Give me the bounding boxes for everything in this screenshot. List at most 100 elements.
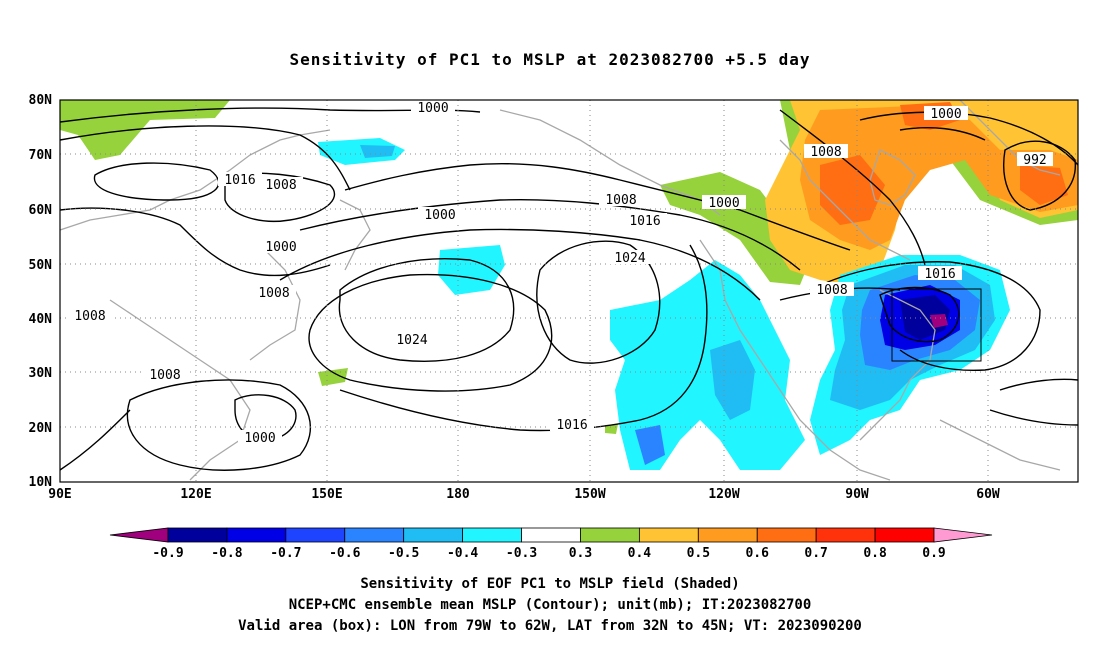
lon-label: 90E: [48, 487, 71, 502]
contour-label-text: 1008: [810, 145, 841, 160]
contour-label: 1000: [259, 239, 303, 255]
colorbar-swatch: [933, 527, 993, 543]
contour-label-text: 1016: [924, 267, 955, 282]
shading-layer: [60, 100, 1078, 470]
colorbar-swatch: [403, 527, 464, 543]
lat-label: 10N: [29, 475, 53, 490]
colorbar-swatch: [226, 527, 287, 543]
colorbar-swatch: [285, 527, 346, 543]
lon-label: 120E: [180, 487, 211, 502]
contour-label-text: 1024: [396, 333, 427, 348]
contour-label: 1008: [252, 285, 296, 301]
colorbar-swatch: [580, 527, 640, 543]
colorbar-swatch: [697, 527, 758, 543]
contour-label: 1008: [599, 192, 643, 208]
lon-label: 60W: [976, 487, 1000, 502]
colorbar-swatch: [756, 527, 817, 543]
lon-label: 150E: [311, 487, 342, 502]
caption-block: Sensitivity of EOF PC1 to MSLP field (Sh…: [0, 574, 1100, 637]
contour-label: 1016: [218, 172, 262, 188]
shade-cyan-north: [318, 138, 405, 165]
contour-label: 1008: [804, 144, 848, 160]
lat-label: 80N: [29, 93, 53, 108]
colorbar: -0.9 -0.8 -0.7 -0.6 -0.5 -0.4 -0.3 0.3 0.4 0.5 0.6…: [109, 527, 993, 561]
contour-label-text: 1008: [74, 309, 105, 324]
contour-label-text: 1000: [930, 107, 961, 122]
lon-axis: 90E 120E 150E 180 150W 120W 90W 60W: [48, 487, 1000, 502]
coastline-layer: [59, 99, 1061, 481]
colorbar-label: -0.4: [447, 546, 478, 561]
contour-label-text: 1000: [708, 196, 739, 211]
colorbar-label: 0.7: [804, 546, 827, 561]
contour-label-text: 1024: [614, 251, 645, 266]
lon-label: 90W: [845, 487, 869, 502]
colorbar-label: -0.7: [270, 546, 301, 561]
colorbar-label: -0.8: [211, 546, 242, 561]
contour-label: 992: [1017, 152, 1053, 168]
lon-label: 120W: [708, 487, 739, 502]
contour-label-text: 1008: [265, 178, 296, 193]
shade-magenta-core: [930, 314, 948, 328]
lat-label: 30N: [29, 366, 53, 381]
map-title: Sensitivity of PC1 to MSLP at 2023082700…: [289, 50, 811, 69]
colorbar-label: 0.6: [745, 546, 769, 561]
shade-blue-eastpac2: [635, 425, 665, 465]
shade-blue-eastpac1: [710, 340, 755, 420]
contour-label-text: 992: [1023, 153, 1046, 168]
colorbar-swatch: [344, 527, 405, 543]
caption-line-1: Sensitivity of EOF PC1 to MSLP field (Sh…: [360, 576, 740, 592]
contour-label-text: 1016: [629, 214, 660, 229]
contour-label: 1016: [550, 417, 594, 433]
lat-label: 70N: [29, 148, 53, 163]
colorbar-swatch: [874, 527, 935, 543]
colorbar-label: -0.3: [506, 546, 537, 561]
contour-label: 1000: [418, 207, 462, 223]
gridlines: [60, 100, 1078, 482]
colorbar-swatch: [167, 527, 228, 543]
contour-label: 1024: [608, 250, 652, 266]
contour-label: 1008: [259, 177, 303, 193]
colorbar-label: -0.9: [152, 546, 183, 561]
shade-green-spot2: [605, 424, 618, 434]
colorbar-label: 0.3: [569, 546, 592, 561]
lat-label: 60N: [29, 203, 53, 218]
colorbar-swatch: [109, 527, 169, 543]
colorbar-label: 0.9: [922, 546, 945, 561]
contour-label: 1008: [810, 282, 854, 298]
caption-line-3: Valid area (box): LON from 79W to 62W, L…: [238, 618, 862, 634]
shade-blue-north: [360, 145, 395, 158]
contour-label: 1000: [238, 430, 282, 446]
lat-label: 50N: [29, 258, 53, 273]
contour-layer: [59, 107, 1079, 471]
colorbar-label: 0.8: [863, 546, 887, 561]
valid-area-box: [891, 288, 982, 362]
contour-label-text: 1016: [224, 173, 255, 188]
contour-label-text: 1008: [258, 286, 289, 301]
lat-label: 40N: [29, 312, 53, 327]
shade-green-nw: [60, 100, 230, 160]
shade-red-greenland: [1020, 165, 1068, 205]
shade-cyan-midpac: [438, 245, 505, 295]
contour-label-text: 1000: [265, 240, 296, 255]
contour-label: 1016: [918, 266, 962, 282]
colorbar-swatch: [815, 527, 876, 543]
contour-label-text: 1000: [244, 431, 275, 446]
lon-label: 180: [446, 487, 470, 502]
map-frame: [59, 99, 1079, 483]
shade-green-pacific: [660, 172, 810, 285]
lon-label: 150W: [574, 487, 605, 502]
contour-label-text: 1000: [417, 101, 448, 116]
lat-label: 20N: [29, 421, 53, 436]
colorbar-label: 0.4: [628, 546, 652, 561]
contour-label-text: 1008: [149, 368, 180, 383]
caption-line-2: NCEP+CMC ensemble mean MSLP (Contour); u…: [288, 597, 812, 613]
lat-axis: 80N 70N 60N 50N 40N 30N 20N 10N: [29, 93, 53, 490]
contour-label: 1008: [143, 367, 187, 383]
contour-label: 1024: [390, 332, 434, 348]
contour-label: 1008: [68, 308, 112, 324]
contour-label-text: 1008: [816, 283, 847, 298]
contour-label: 1016: [623, 213, 667, 229]
colorbar-label: -0.6: [329, 546, 360, 561]
contour-label: 1000: [411, 100, 455, 116]
contour-label-text: 1000: [424, 208, 455, 223]
